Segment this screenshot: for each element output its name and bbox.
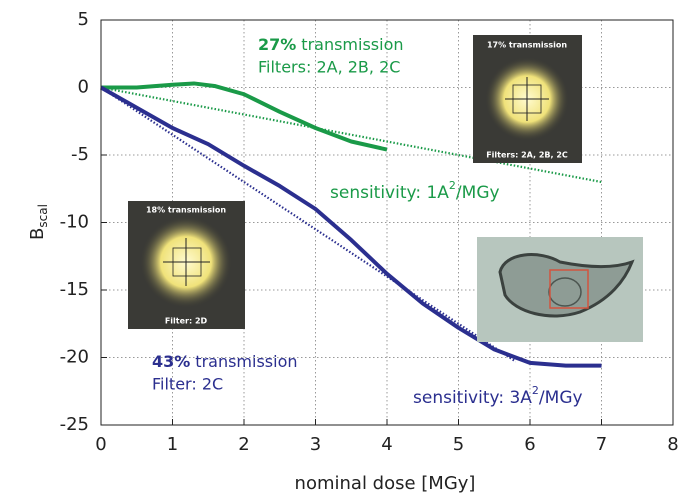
y-tick-label: -5 — [71, 144, 89, 165]
inset-title: 18% transmission — [146, 206, 226, 215]
x-tick-label: 5 — [453, 434, 464, 455]
annotation-pct: 43% — [152, 352, 190, 371]
plot-lines — [100, 81, 602, 368]
data-line — [100, 85, 602, 368]
inset-title: 17% transmission — [487, 41, 567, 50]
x-tick-label: 8 — [667, 434, 678, 455]
annotation: 43% transmission — [152, 352, 298, 371]
annotation-text: sensitivity: 1A — [330, 183, 449, 203]
x-tick-label: 6 — [524, 434, 535, 455]
inset-caption: Filters: 2A, 2B, 2C — [486, 151, 568, 160]
annotation-pct: 27% — [258, 35, 296, 54]
y-label-main: B — [27, 228, 48, 240]
annotation: Filters: 2A, 2B, 2C — [258, 58, 400, 77]
y-label-sub: scal — [36, 204, 50, 228]
annotation-text: /MGy — [456, 183, 500, 203]
x-tick-label: 3 — [310, 434, 321, 455]
y-tick-label: -25 — [60, 414, 89, 435]
x-axis-label: nominal dose [MGy] — [295, 473, 476, 494]
annotation: sensitivity: 3A2/MGy — [413, 384, 583, 408]
crystal-photo — [477, 237, 643, 342]
inset-caption: Filter: 2D — [165, 317, 208, 326]
y-tick-label: 5 — [78, 9, 89, 30]
x-tick-label: 1 — [167, 434, 178, 455]
x-tick-label: 2 — [238, 434, 249, 455]
annotation-text: transmission — [301, 35, 403, 54]
y-tick-label: 0 — [78, 77, 89, 98]
data-line — [101, 81, 388, 152]
y-axis-label: Bscal — [27, 204, 50, 240]
inset-image: 18% transmission Filter: 2D — [128, 201, 245, 329]
annotation: 27% transmission — [258, 35, 404, 54]
annotation-text: sensitivity: 3A — [413, 388, 532, 408]
plot-frame — [100, 19, 674, 426]
annotation-sup: 2 — [532, 384, 539, 397]
annotation: sensitivity: 1A2/MGy — [330, 179, 500, 203]
x-tick-label: 7 — [596, 434, 607, 455]
annotation-text: transmission — [195, 352, 297, 371]
annotation-text: /MGy — [539, 388, 583, 408]
annotation: Filter: 2C — [152, 375, 223, 394]
inset-image: 17% transmission Filters: 2A, 2B, 2C — [473, 35, 582, 163]
x-tick-label: 0 — [95, 434, 106, 455]
x-tick-label: 4 — [381, 434, 392, 455]
y-tick-label: -20 — [60, 347, 89, 368]
annotation-sup: 2 — [449, 179, 456, 192]
trend-line — [100, 86, 602, 184]
y-tick-label: -10 — [60, 212, 89, 233]
trend-line — [100, 86, 517, 363]
y-tick-label: -15 — [60, 279, 89, 300]
